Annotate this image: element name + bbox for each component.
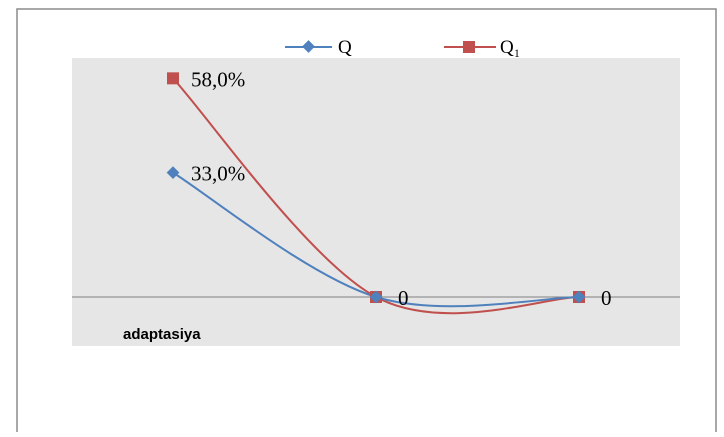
legend-marker-q1 — [463, 41, 475, 53]
data-label-q1-0: 58,0% — [191, 67, 245, 91]
legend-label-q1: Q₁ — [500, 37, 520, 58]
data-point-q1-0 — [167, 72, 179, 85]
data-label-layer: 33,0% 58,0% 0 0 — [191, 67, 612, 310]
legend-label-q: Q — [338, 37, 352, 58]
category-label: adaptasiya — [123, 326, 201, 343]
data-label-q1-1: 0 — [398, 286, 409, 310]
legend-marker-q — [302, 40, 315, 53]
data-point-q-0 — [166, 166, 180, 179]
data-label-q1-2: 0 — [601, 286, 612, 310]
series-layer — [166, 72, 586, 315]
data-point-q-1 — [369, 290, 383, 304]
data-label-q-0: 33,0% — [191, 162, 245, 186]
legend: Q Q₁ — [285, 37, 520, 58]
